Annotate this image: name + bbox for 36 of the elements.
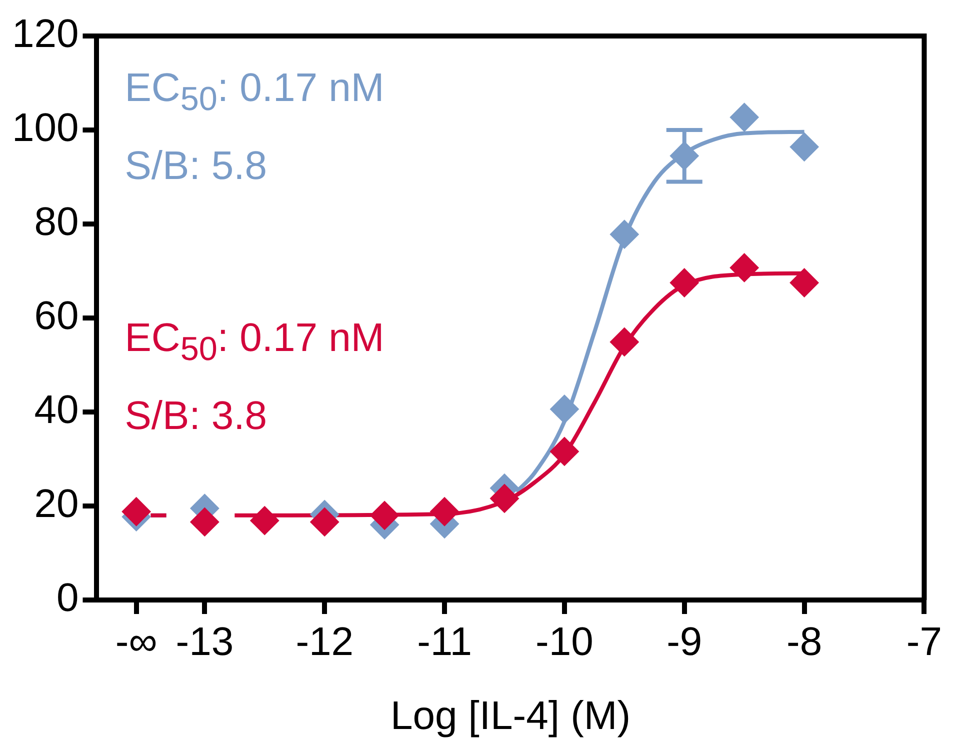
- point: [190, 507, 220, 536]
- annotation: EC$_{50}$: 0.17 nM: [124, 65, 384, 120]
- annotation: S/B: 3.8: [124, 393, 268, 440]
- x-tick-label: -8: [786, 620, 822, 664]
- y-tick-label: 20: [34, 482, 79, 526]
- annotation: S/B: 5.8: [124, 143, 268, 190]
- point: [310, 507, 340, 536]
- point: [730, 253, 759, 282]
- y-tick-label: 80: [34, 200, 79, 244]
- annotation: EC$_{50}$: 0.17 nM: [124, 315, 384, 370]
- x-tick-label: -∞: [115, 620, 158, 664]
- point: [490, 484, 519, 513]
- x-axis-title: Log [IL-4] (M): [390, 694, 631, 738]
- x-tick-label: -12: [296, 620, 354, 664]
- y-tick-label: 120: [12, 12, 79, 56]
- x-tick-label: -9: [666, 620, 702, 664]
- point: [550, 394, 579, 424]
- y-tick-label: 0: [56, 576, 79, 620]
- y-tick-label: 100: [12, 106, 79, 150]
- point: [550, 436, 579, 466]
- point: [670, 268, 699, 298]
- point: [430, 497, 460, 526]
- x-tick-label: -10: [536, 620, 594, 664]
- x-tick-label: -13: [176, 620, 234, 664]
- y-tick-label: 60: [34, 294, 79, 338]
- point: [790, 268, 819, 298]
- point: [790, 132, 819, 162]
- x-tick-label: -7: [906, 620, 942, 664]
- point: [610, 327, 639, 356]
- y-tick-label: 40: [34, 388, 79, 432]
- x-tick-label: -11: [417, 620, 472, 664]
- point: [370, 500, 400, 530]
- point: [610, 220, 639, 249]
- point: [122, 497, 151, 526]
- point: [250, 506, 280, 536]
- point: [730, 102, 759, 132]
